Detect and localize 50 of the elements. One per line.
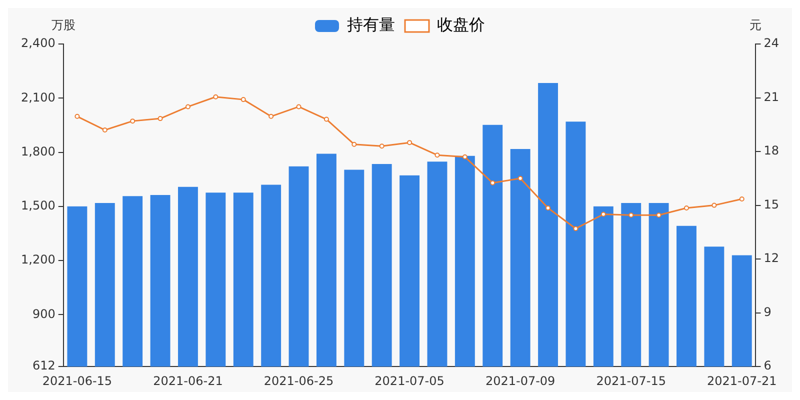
y2-tick-label: 12 <box>764 251 780 266</box>
point <box>74 114 80 119</box>
point <box>102 128 108 133</box>
point <box>240 97 246 102</box>
point <box>518 176 523 181</box>
y2-tick-label: 21 <box>764 90 780 104</box>
x-tick-label: 2021-07-15 <box>596 374 666 388</box>
x-tick-label: 2021-06-21 <box>153 374 223 388</box>
point <box>130 118 136 124</box>
point <box>739 196 744 202</box>
point <box>213 94 218 100</box>
y2-tick-label: 6 <box>764 358 772 373</box>
point <box>268 114 274 119</box>
y2-tick-label: 24 <box>764 36 780 50</box>
x-tick-label: 2021-07-09 <box>485 374 556 388</box>
legend-label: 持有量 <box>347 15 395 34</box>
point <box>490 180 496 186</box>
legend-label: 收盘价 <box>437 15 485 34</box>
y2-tick-label: 18 <box>764 144 780 158</box>
x-tick-label: 2021-06-25 <box>264 374 334 388</box>
y-tick-label: 2,100 <box>20 90 56 104</box>
y2-tick-label: 15 <box>764 197 780 212</box>
x-tick-label: 2021-06-15 <box>42 374 112 388</box>
point <box>434 152 440 158</box>
y-tick-label: 1,200 <box>20 252 56 267</box>
point <box>158 116 163 122</box>
y2-tick-label: 9 <box>764 304 772 319</box>
point <box>546 205 551 210</box>
point <box>656 212 662 218</box>
point <box>600 212 606 217</box>
point <box>712 202 717 208</box>
y2-axis-title: 元 <box>750 18 762 32</box>
y-tick-label: 2,400 <box>20 36 56 50</box>
point <box>462 154 468 160</box>
point <box>573 226 578 232</box>
point <box>407 140 412 146</box>
point <box>628 212 634 218</box>
point <box>296 104 302 110</box>
point <box>379 144 384 149</box>
y-tick-label: 1,800 <box>20 144 56 158</box>
y-axis-title: 万股 <box>51 18 76 32</box>
y-tick-label: 1,500 <box>20 198 56 213</box>
y-tick-label: 612 <box>32 358 56 373</box>
x-tick-label: 2021-07-21 <box>707 374 777 388</box>
y-tick-label: 900 <box>32 306 56 321</box>
point <box>684 205 689 210</box>
x-tick-label: 2021-07-05 <box>374 374 444 388</box>
point <box>185 104 190 110</box>
point <box>324 116 329 122</box>
point <box>352 142 357 147</box>
